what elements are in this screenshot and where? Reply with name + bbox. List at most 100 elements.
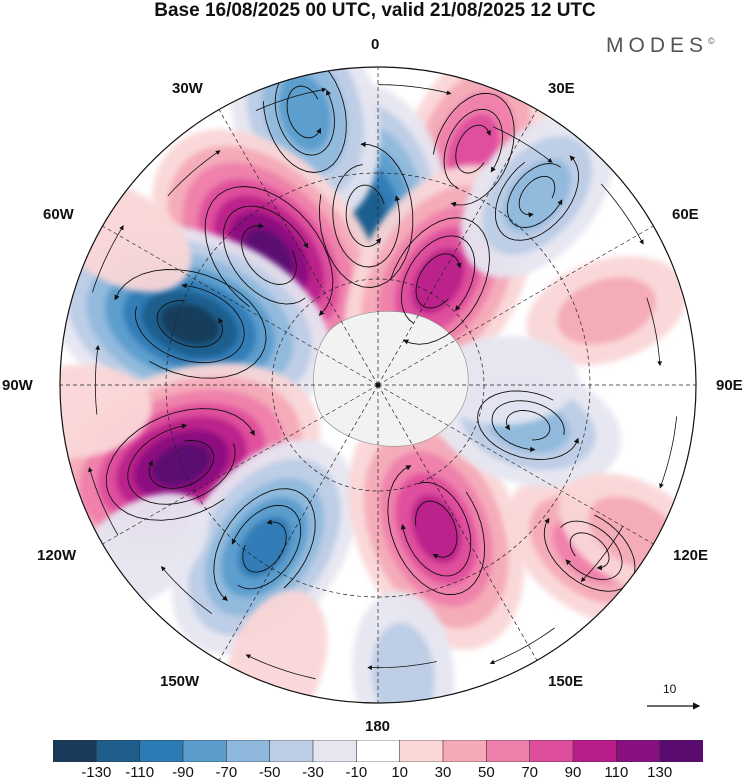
streamline bbox=[415, 253, 462, 309]
lon-label-30w: 30W bbox=[172, 80, 203, 97]
modes-logo: MODES© bbox=[606, 34, 715, 58]
streamline bbox=[400, 481, 472, 577]
brand-name: MODES bbox=[606, 34, 709, 57]
streamline bbox=[387, 465, 486, 595]
anomaly-field-layer bbox=[60, 67, 696, 703]
lon-label-90w: 90W bbox=[2, 377, 33, 394]
colorbar-tick-label: 30 bbox=[434, 764, 452, 781]
streamline bbox=[114, 269, 267, 379]
anomaly-high-95w-outer bbox=[60, 364, 152, 459]
latitude-circle bbox=[165, 172, 591, 598]
streamline bbox=[389, 217, 490, 345]
anomaly-low-90e bbox=[431, 336, 579, 426]
vortex-high-30e-near bbox=[389, 217, 490, 345]
streamline bbox=[204, 186, 334, 316]
vortex-high-0e bbox=[432, 92, 515, 208]
lon-label-60e: 60E bbox=[672, 206, 699, 223]
streamline bbox=[477, 390, 579, 460]
streamline bbox=[262, 67, 347, 173]
streamline bbox=[167, 150, 221, 197]
colorbar-segment bbox=[659, 740, 703, 762]
colorbar-segment bbox=[139, 740, 184, 762]
colorbar-segment bbox=[356, 740, 401, 762]
meridian-line bbox=[377, 109, 538, 386]
colorbar-tick-label: 130 bbox=[647, 764, 673, 781]
streamline bbox=[646, 297, 663, 367]
vortex-low-110e bbox=[477, 390, 579, 460]
streamline bbox=[255, 87, 327, 111]
map-boundary bbox=[59, 66, 697, 704]
colorbar-tick-label: -90 bbox=[172, 764, 194, 781]
streamline bbox=[506, 163, 563, 228]
colorbar-segment bbox=[269, 740, 314, 762]
vortex-low-north-0 bbox=[262, 67, 347, 173]
streamline bbox=[543, 514, 636, 592]
vortex-high-150e bbox=[387, 465, 486, 595]
streamline bbox=[491, 400, 565, 453]
meridian-line bbox=[377, 384, 538, 661]
colorbar-segment bbox=[182, 740, 228, 762]
streamline bbox=[494, 155, 580, 241]
streamline bbox=[242, 519, 287, 573]
lon-label-150w: 150W bbox=[160, 673, 200, 690]
lon-label-60w: 60W bbox=[43, 206, 74, 223]
streamline-layer bbox=[88, 67, 678, 680]
colorbar-tick-label: 50 bbox=[477, 764, 495, 781]
meridian-line bbox=[377, 225, 654, 386]
streamline bbox=[319, 141, 414, 288]
streamline bbox=[88, 467, 119, 536]
lon-label-30e: 30E bbox=[548, 80, 575, 97]
colorbar-tick-labels: -130 -110 -90 -70 -50 -30 -10 10 30 50 70 90 110 130 bbox=[0, 764, 750, 783]
colorbar-tick-label: -50 bbox=[258, 764, 281, 781]
colorbar-segment bbox=[442, 740, 488, 762]
streamline bbox=[160, 566, 213, 615]
lon-label-180: 180 bbox=[365, 718, 391, 735]
streamline bbox=[156, 300, 224, 348]
vortex-high-110w bbox=[105, 408, 255, 521]
streamline bbox=[245, 654, 316, 680]
streamline bbox=[580, 526, 624, 582]
streamline bbox=[345, 184, 385, 247]
vortex-high-45w bbox=[204, 186, 334, 316]
meridian-line bbox=[218, 109, 379, 386]
meridian-line bbox=[102, 225, 379, 386]
streamline bbox=[443, 108, 503, 189]
anomaly-low-45e bbox=[460, 113, 614, 278]
meridian-line bbox=[377, 384, 654, 545]
colorbar-tick-label: 10 bbox=[391, 764, 408, 781]
streamline bbox=[659, 416, 678, 489]
streamline bbox=[489, 627, 555, 665]
vortex-low-0 bbox=[319, 141, 414, 288]
colorbar-segment bbox=[226, 740, 271, 762]
colorbar-tick-label: -110 bbox=[125, 764, 155, 781]
meridian-line bbox=[102, 384, 379, 545]
streamline bbox=[213, 488, 316, 602]
streamline bbox=[332, 164, 400, 268]
colorbar-segment bbox=[486, 740, 531, 762]
streamline bbox=[147, 440, 215, 489]
streamline bbox=[504, 410, 551, 441]
lon-label-120w: 120W bbox=[37, 547, 77, 564]
streamline bbox=[94, 344, 100, 415]
streamline bbox=[415, 500, 458, 559]
reference-vector-label: 10 bbox=[663, 682, 677, 696]
streamline bbox=[367, 661, 437, 670]
colorbar-segment bbox=[572, 740, 618, 762]
streamline bbox=[518, 175, 556, 218]
streamline bbox=[274, 68, 335, 156]
streamline bbox=[432, 92, 515, 208]
colorbar-tick-label: -10 bbox=[345, 764, 368, 781]
colorbar-segment bbox=[529, 740, 574, 762]
streamline bbox=[492, 126, 553, 163]
anomaly-high-70e bbox=[526, 256, 687, 366]
brand-mark: © bbox=[708, 36, 715, 46]
lon-label-0: 0 bbox=[371, 36, 380, 53]
antarctica-landmass bbox=[313, 311, 469, 447]
streamline bbox=[560, 520, 623, 581]
vortex-low-145w bbox=[213, 488, 316, 602]
colorbar-tick-label: -30 bbox=[302, 764, 324, 781]
streamline bbox=[455, 124, 491, 174]
colorbar-segment bbox=[53, 740, 98, 762]
streamline bbox=[400, 235, 476, 324]
